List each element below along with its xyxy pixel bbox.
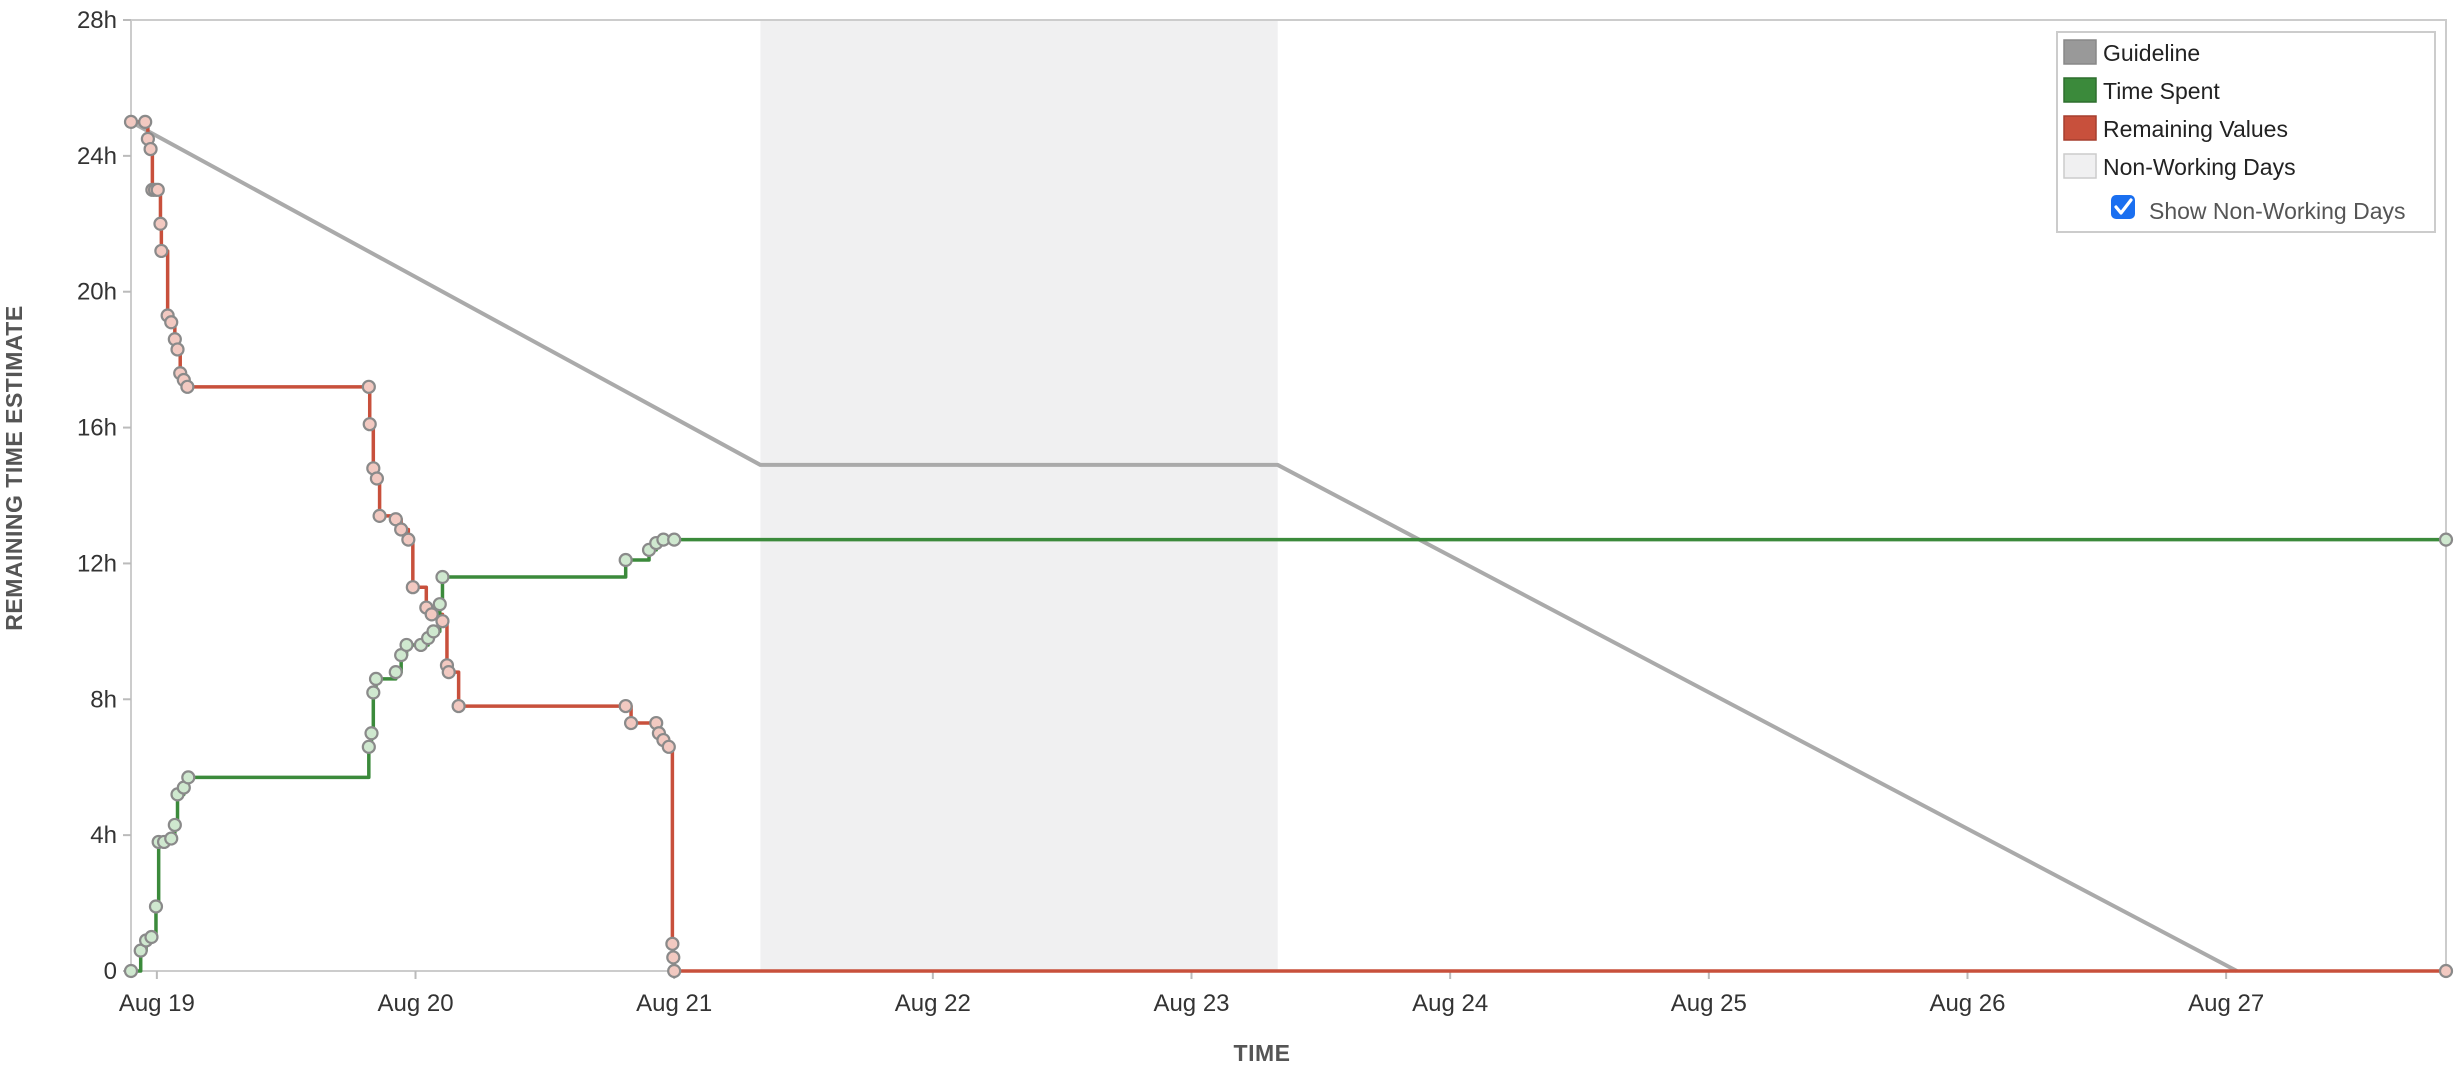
legend-item-guideline[interactable]: Guideline (2063, 39, 2200, 66)
y-axis-title: REMAINING TIME ESTIMATE (1, 305, 27, 630)
data-point-remaining-values[interactable] (666, 950, 681, 965)
show-non-working-days-toggle[interactable]: Show Non-Working Days (2111, 195, 2406, 224)
data-point-remaining-values[interactable] (138, 114, 153, 129)
x-tick-label: Aug 19 (119, 990, 195, 1017)
legend-label-remaining-values: Remaining Values (2103, 116, 2288, 142)
show-non-working-days-label: Show Non-Working Days (2149, 198, 2406, 224)
data-point-time-spent[interactable] (426, 624, 441, 639)
data-point-time-spent[interactable] (399, 637, 414, 653)
data-point-time-spent[interactable] (435, 569, 450, 585)
data-point-time-spent[interactable] (667, 532, 682, 547)
data-point-remaining-values[interactable] (369, 471, 385, 486)
data-point-time-spent[interactable] (144, 929, 159, 945)
x-tick-label: Aug 27 (2188, 990, 2264, 1017)
y-tick-label: 8h (90, 686, 117, 713)
data-point-time-spent[interactable] (366, 685, 381, 700)
data-point-time-spent[interactable] (148, 899, 164, 914)
data-point-remaining-values[interactable] (424, 607, 439, 622)
data-point-remaining-values[interactable] (123, 114, 139, 129)
data-point-remaining-values[interactable] (153, 216, 168, 231)
data-point-remaining-values[interactable] (623, 715, 639, 731)
data-point-remaining-values[interactable] (361, 379, 376, 394)
x-tick-label: Aug 21 (636, 990, 712, 1017)
data-point-time-spent[interactable] (388, 665, 403, 680)
legend-item-remaining-values[interactable]: Remaining Values (2063, 115, 2288, 142)
legend-label-guideline: Guideline (2103, 40, 2200, 66)
data-point-time-spent[interactable] (2438, 532, 2454, 547)
non-working-days-band (760, 21, 1278, 970)
x-tick-label: Aug 23 (1153, 990, 1229, 1017)
data-point-time-spent[interactable] (432, 597, 447, 612)
data-point-remaining-values[interactable] (405, 580, 420, 595)
data-point-time-spent[interactable] (364, 726, 379, 741)
data-point-remaining-values[interactable] (401, 532, 416, 547)
legend-swatch-non-working-days (2063, 153, 2097, 179)
y-tick-label: 12h (77, 550, 117, 577)
data-point-time-spent[interactable] (123, 963, 139, 979)
legend-label-time-spent: Time Spent (2103, 78, 2220, 104)
data-point-remaining-values[interactable] (667, 963, 682, 979)
x-tick-label: Aug 25 (1671, 990, 1747, 1017)
data-point-time-spent[interactable] (164, 831, 179, 846)
data-point-remaining-values[interactable] (164, 315, 179, 330)
y-tick-label: 4h (90, 822, 117, 849)
x-tick-label: Aug 26 (1929, 990, 2005, 1017)
data-point-remaining-values[interactable] (451, 698, 466, 714)
data-point-remaining-values[interactable] (372, 508, 387, 523)
checkmark-icon (2114, 198, 2133, 215)
x-tick-label: Aug 24 (1412, 990, 1488, 1017)
data-point-remaining-values[interactable] (618, 698, 633, 714)
x-axis-title: TIME (1234, 1040, 1291, 1066)
legend-swatch-guideline (2063, 39, 2097, 65)
y-tick-label: 20h (77, 279, 117, 306)
data-point-time-spent[interactable] (361, 739, 376, 754)
data-point-time-spent[interactable] (167, 817, 182, 833)
data-point-remaining-values[interactable] (2438, 963, 2454, 979)
data-point-remaining-values[interactable] (362, 417, 377, 432)
data-point-time-spent[interactable] (181, 770, 196, 785)
data-point-time-spent[interactable] (368, 671, 384, 687)
x-tick-label: Aug 22 (895, 990, 971, 1017)
axes-layer: 0 4h 8h 12h 16h 20h 24h 28h Aug 19 Aug 20 Aug 21 Au… (77, 7, 2264, 1017)
non-working-days-layer (760, 21, 1278, 970)
data-point-remaining-values[interactable] (154, 243, 169, 259)
data-point-remaining-values[interactable] (180, 379, 195, 394)
x-tick-label: Aug 20 (377, 990, 453, 1017)
y-tick-label: 0 (104, 958, 117, 985)
legend-label-non-working-days: Non-Working Days (2103, 154, 2296, 180)
data-point-remaining-values[interactable] (150, 182, 165, 197)
legend-item-non-working-days[interactable]: Non-Working Days (2063, 153, 2296, 180)
data-point-remaining-values[interactable] (394, 522, 409, 537)
data-point-remaining-values[interactable] (441, 665, 456, 680)
legend-swatch-time-spent (2063, 77, 2097, 103)
points-layer (123, 114, 2454, 979)
data-point-remaining-values[interactable] (170, 342, 185, 357)
data-point-time-spent[interactable] (618, 552, 633, 568)
y-tick-label: 28h (77, 7, 117, 34)
data-point-remaining-values[interactable] (435, 614, 450, 629)
data-point-remaining-values[interactable] (143, 141, 158, 157)
data-point-remaining-values[interactable] (665, 936, 680, 951)
y-tick-label: 16h (77, 415, 117, 442)
data-point-remaining-values[interactable] (661, 739, 676, 754)
y-tick-label: 24h (77, 143, 117, 170)
series-line-guideline (130, 120, 2238, 973)
legend-item-time-spent[interactable]: Time Spent (2063, 77, 2220, 104)
legend-swatch-remaining-values (2063, 115, 2097, 141)
legend: Guideline Time Spent Remaining Values No… (2056, 31, 2436, 233)
